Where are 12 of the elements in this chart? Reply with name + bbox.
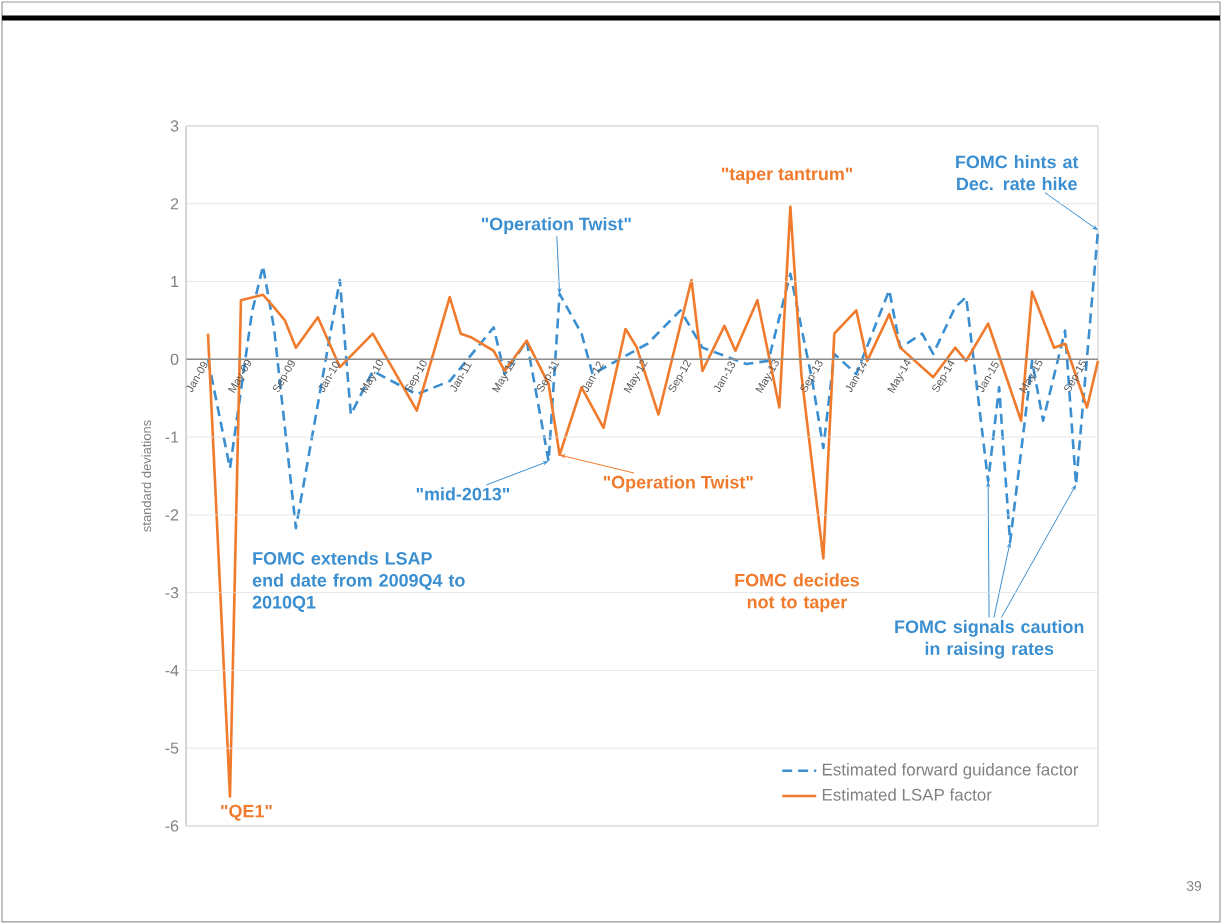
annotation: "Operation Twist" xyxy=(481,217,631,234)
annotation: FOMC signals caution in raising rates xyxy=(895,619,1084,659)
annotation: "mid-2013" xyxy=(416,487,510,501)
legend-label: Estimated LSAP factor xyxy=(822,788,992,801)
annotation: FOMC decides not to taper xyxy=(735,573,859,612)
annotation: "taper tantrum" xyxy=(721,167,853,184)
annotation: "Operation Twist" xyxy=(603,475,753,493)
annotation: "QE1" xyxy=(221,804,272,821)
line-series xyxy=(206,205,1100,798)
legend-label: Estimated forward guidance factor xyxy=(822,763,1079,779)
annotation: FOMC hints at Dec. rate hike xyxy=(956,155,1079,191)
annotation: FOMC extends LSAP end date from 2009Q4 to 2010Q1 xyxy=(252,551,465,612)
